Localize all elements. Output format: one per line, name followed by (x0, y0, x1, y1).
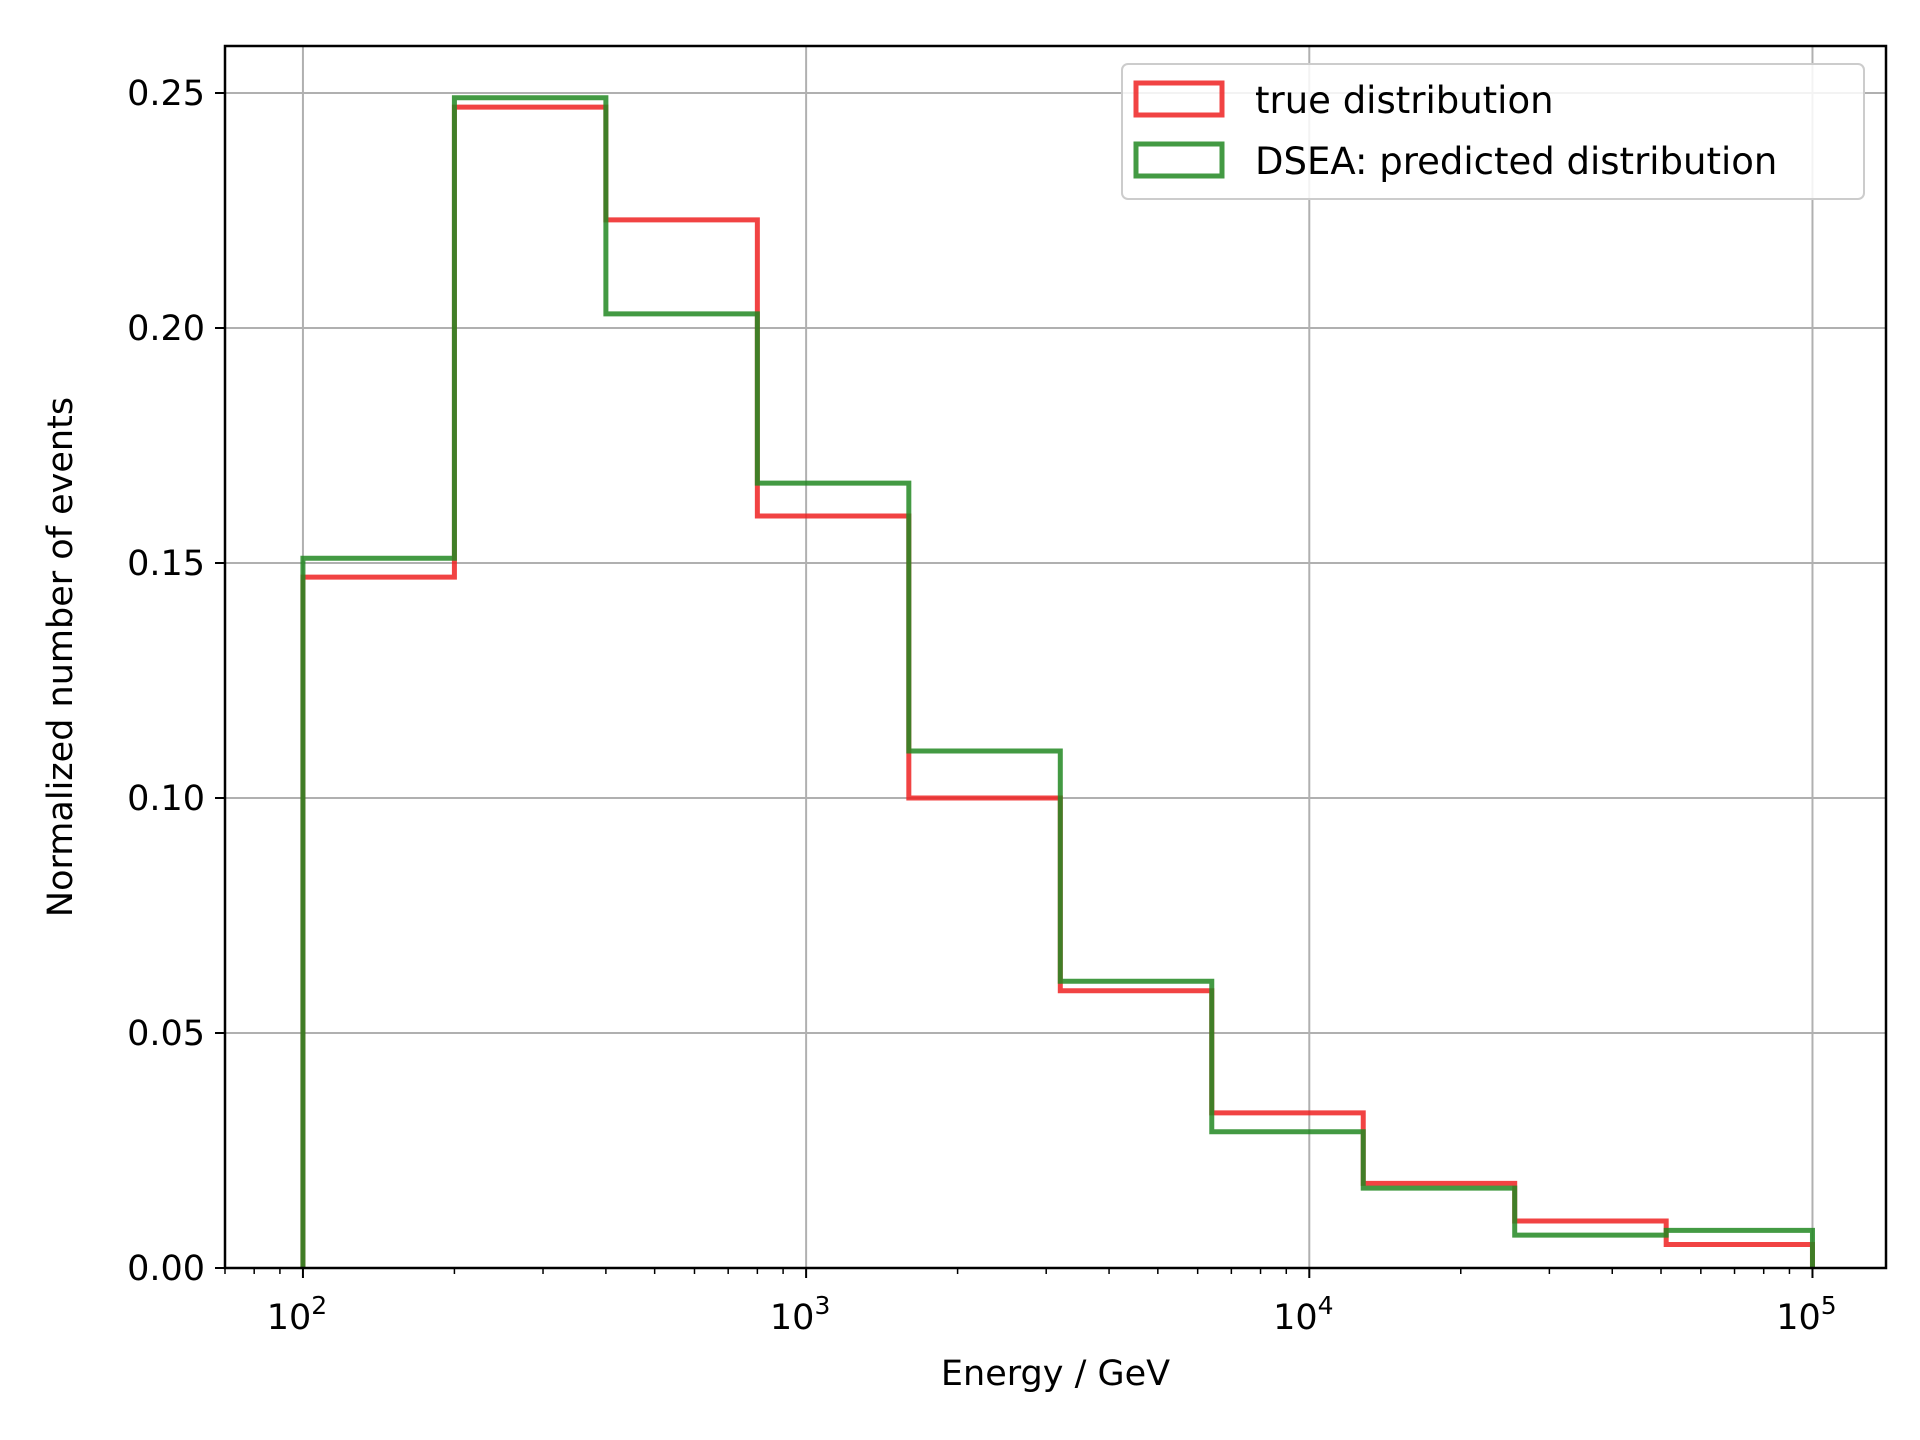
x-tick-label: 103 (770, 1291, 830, 1338)
x-tick-label: 105 (1776, 1291, 1836, 1338)
legend-swatch (1133, 141, 1225, 179)
x-tick-label: 104 (1273, 1291, 1333, 1338)
y-tick-label: 0.20 (127, 309, 205, 349)
legend-label: DSEA: predicted distribution (1255, 140, 1777, 183)
x-axis-label: Energy / GeV (941, 1354, 1170, 1394)
legend-box (1121, 63, 1865, 200)
y-tick-label: 0.10 (127, 779, 205, 819)
histogram-series-1 (300, 95, 1815, 1268)
y-axis-label: Normalized number of events (41, 397, 81, 917)
y-tick-label: 0.05 (127, 1014, 205, 1054)
x-axis-ticks: 102 103 104 105 (267, 1268, 1837, 1338)
y-tick-label: 0.15 (127, 544, 205, 584)
y-tick-label: 0.25 (127, 74, 205, 114)
legend: true distribution DSEA: predicted distrib… (1121, 63, 1865, 200)
y-axis-ticks: 0.00 0.05 0.10 0.15 0.20 0.25 (127, 74, 225, 1289)
y-tick-label: 0.00 (127, 1249, 205, 1289)
x-tick-label: 102 (267, 1291, 327, 1338)
legend-label: true distribution (1255, 79, 1554, 122)
series-layer (300, 95, 1815, 1268)
legend-swatch (1133, 80, 1225, 118)
plot-area-frame (223, 44, 1888, 1270)
